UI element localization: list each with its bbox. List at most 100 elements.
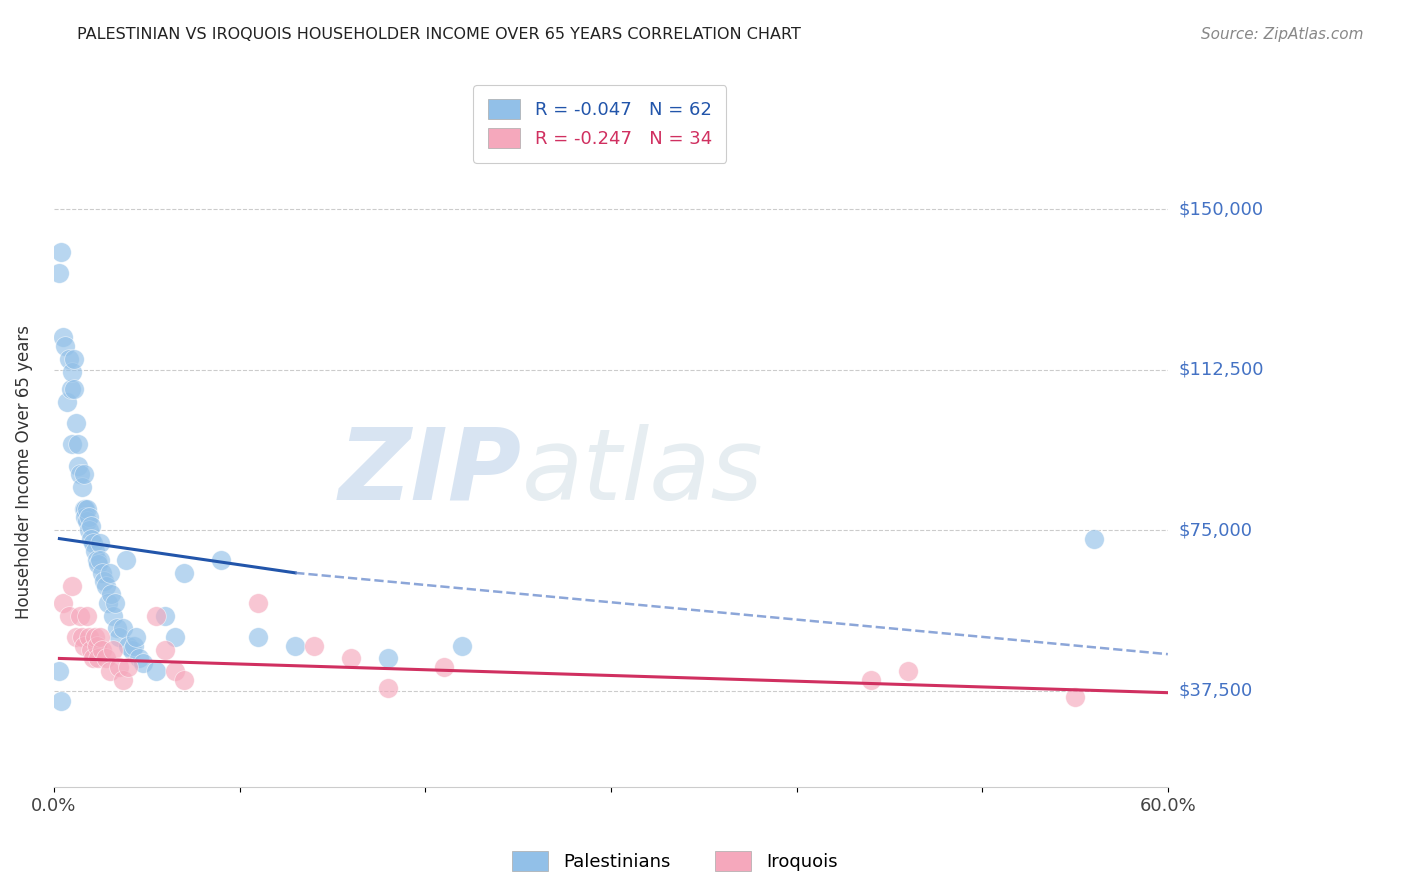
Point [51, 694, 73, 708]
Text: $75,000: $75,000 [1180, 521, 1253, 539]
Point [124, 630, 146, 644]
Point [89, 536, 111, 550]
Point [60, 437, 83, 451]
Point [209, 553, 232, 567]
Point [340, 651, 363, 665]
Point [58, 351, 80, 366]
Point [111, 673, 134, 687]
Point [80, 643, 103, 657]
Point [77, 630, 100, 644]
Point [145, 608, 167, 623]
Point [132, 656, 155, 670]
Point [70, 630, 93, 644]
Text: ZIP: ZIP [339, 424, 522, 521]
Point [1083, 532, 1105, 546]
Point [72, 639, 94, 653]
Point [72, 501, 94, 516]
Point [75, 510, 97, 524]
Point [94, 579, 117, 593]
Point [48, 665, 70, 679]
Point [103, 643, 125, 657]
Point [91, 566, 114, 580]
Point [91, 643, 114, 657]
Point [108, 660, 131, 674]
Point [87, 558, 110, 572]
Point [80, 532, 103, 546]
Point [76, 501, 98, 516]
Point [70, 480, 93, 494]
Point [98, 566, 121, 580]
Point [86, 553, 108, 567]
Point [108, 630, 131, 644]
Point [51, 244, 73, 259]
Point [83, 544, 105, 558]
Point [52, 596, 75, 610]
Point [115, 553, 138, 567]
Text: $112,500: $112,500 [1180, 360, 1264, 378]
Text: $150,000: $150,000 [1180, 200, 1264, 218]
Point [80, 518, 103, 533]
Point [128, 651, 150, 665]
Point [377, 681, 399, 696]
Point [897, 665, 920, 679]
Point [77, 510, 100, 524]
Point [60, 365, 83, 379]
Legend: Palestinians, Iroquois: Palestinians, Iroquois [505, 844, 845, 879]
Point [163, 630, 186, 644]
Point [104, 596, 127, 610]
Point [173, 673, 195, 687]
Text: Source: ZipAtlas.com: Source: ZipAtlas.com [1201, 27, 1364, 42]
Point [48, 266, 70, 280]
Point [82, 536, 104, 550]
Point [155, 608, 177, 623]
Point [76, 515, 98, 529]
Point [56, 394, 79, 409]
Point [103, 608, 125, 623]
Point [302, 639, 325, 653]
Point [75, 501, 97, 516]
Point [247, 596, 270, 610]
Point [284, 639, 307, 653]
Point [121, 643, 143, 657]
Point [63, 382, 86, 396]
Point [76, 608, 98, 623]
Point [117, 639, 139, 653]
Point [58, 608, 80, 623]
Point [83, 630, 105, 644]
Text: atlas: atlas [522, 424, 763, 521]
Point [247, 630, 270, 644]
Point [66, 437, 89, 451]
Point [53, 339, 76, 353]
Point [105, 622, 128, 636]
Point [59, 382, 82, 396]
Point [77, 523, 100, 537]
Point [859, 673, 882, 687]
Point [97, 596, 120, 610]
Point [52, 330, 75, 344]
Point [173, 566, 195, 580]
Point [94, 651, 117, 665]
Y-axis label: Householder Income Over 65 years: Householder Income Over 65 years [15, 326, 32, 619]
Point [69, 467, 91, 482]
Point [111, 622, 134, 636]
Point [89, 553, 111, 567]
Point [163, 665, 186, 679]
Text: $37,500: $37,500 [1180, 681, 1253, 699]
Point [93, 574, 115, 589]
Point [89, 630, 111, 644]
Point [155, 643, 177, 657]
Point [451, 639, 474, 653]
Point [377, 651, 399, 665]
Point [87, 651, 110, 665]
Point [1064, 690, 1087, 704]
Legend: R = -0.047   N = 62, R = -0.247   N = 34: R = -0.047 N = 62, R = -0.247 N = 34 [474, 85, 727, 162]
Point [72, 467, 94, 482]
Point [122, 639, 145, 653]
Point [82, 651, 104, 665]
Point [63, 351, 86, 366]
Point [433, 660, 456, 674]
Point [65, 630, 87, 644]
Point [98, 665, 121, 679]
Point [117, 660, 139, 674]
Point [145, 665, 167, 679]
